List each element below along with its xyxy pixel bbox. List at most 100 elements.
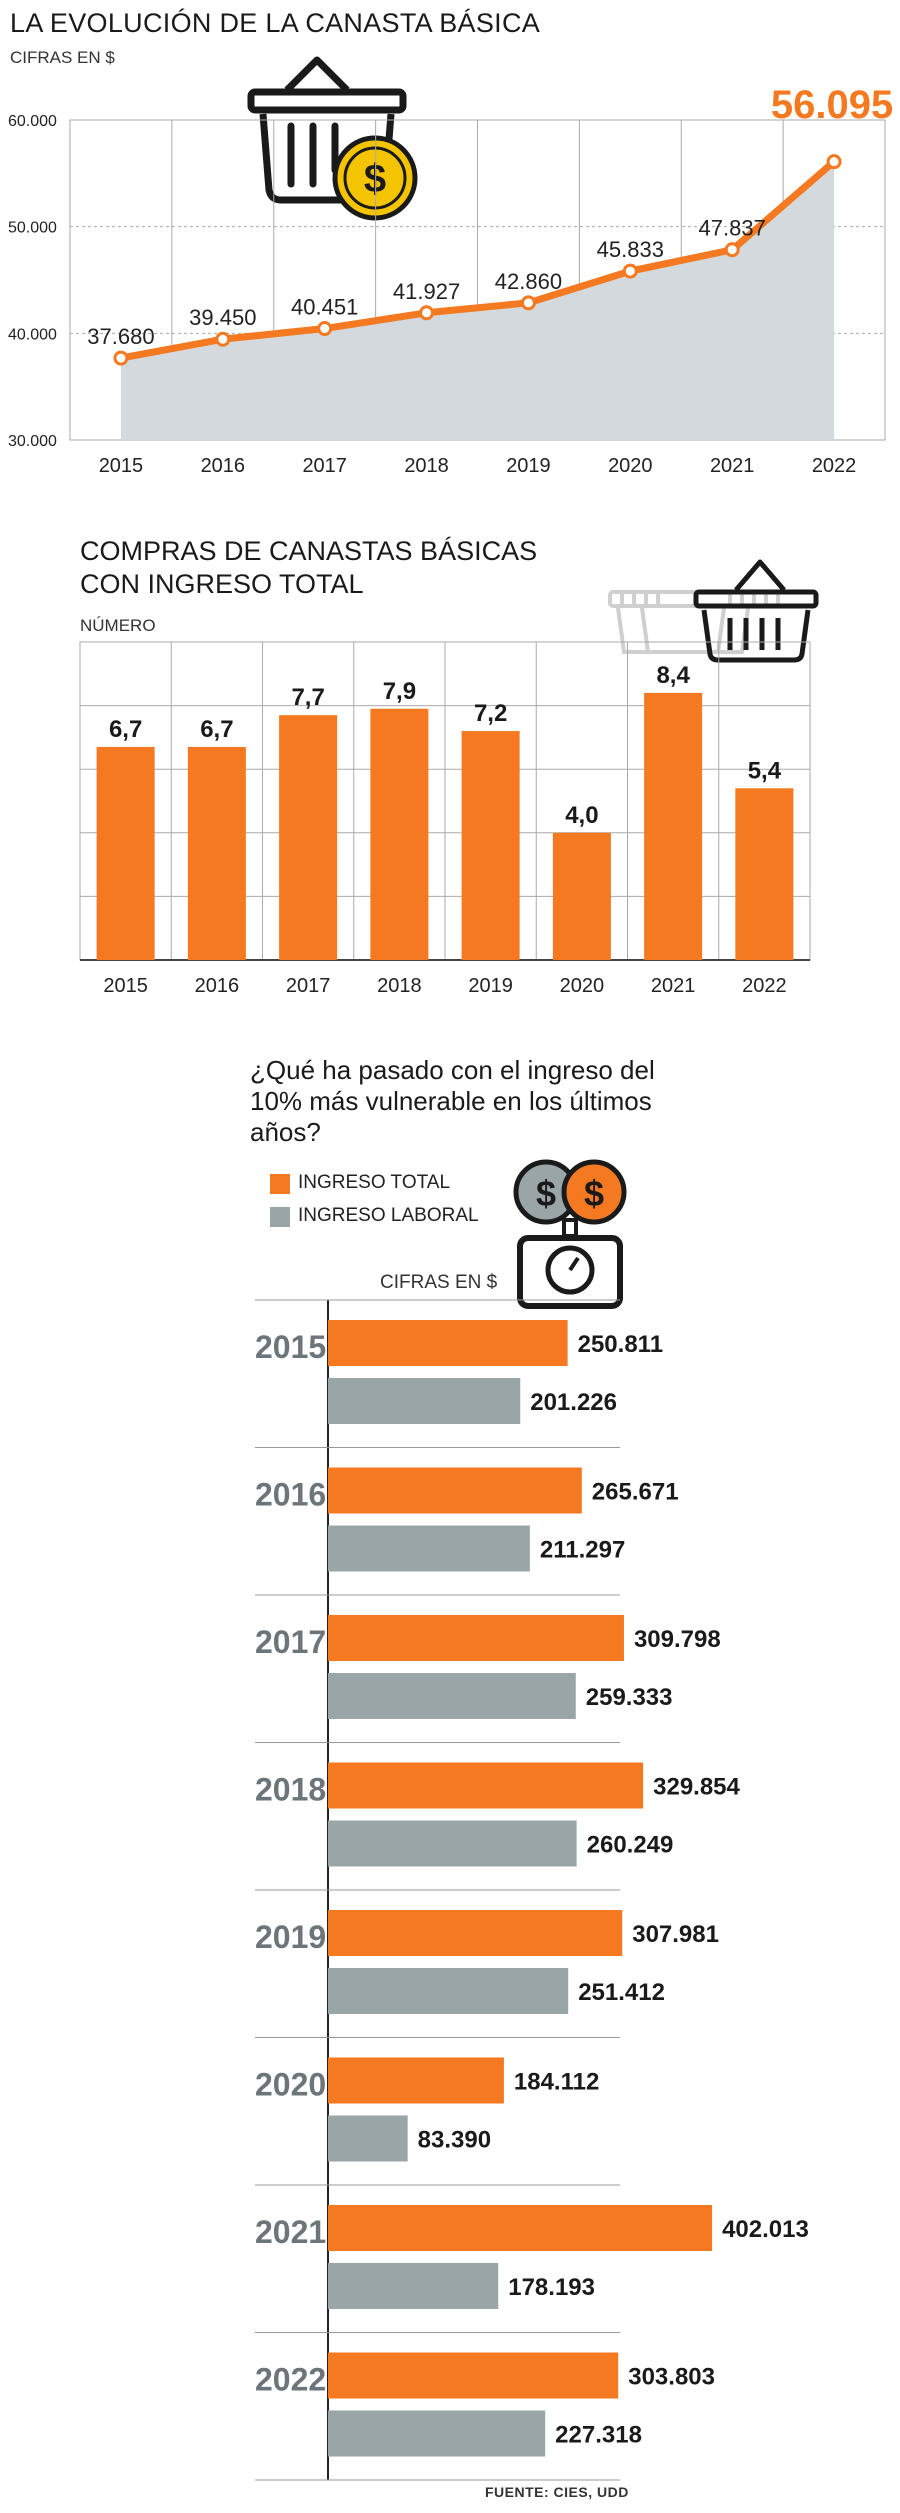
legend-item-ingreso-total: INGRESO TOTAL <box>270 1172 530 1198</box>
legend-label: INGRESO LABORAL <box>298 1205 479 1226</box>
svg-text:$: $ <box>536 1173 556 1214</box>
bar-ingreso-total <box>328 1320 568 1366</box>
bar-ingreso-total <box>328 2057 504 2104</box>
bar <box>552 832 611 960</box>
year-label: 2020 <box>255 2067 326 2103</box>
bar-value-label: 211.297 <box>540 1537 625 1564</box>
bar <box>735 788 794 960</box>
chart2-title: COMPRAS DE CANASTAS BÁSICAS CON INGRESO … <box>80 536 538 599</box>
source-note: FUENTE: CIES, UDD <box>485 2484 629 2500</box>
bar-ingreso-total <box>328 2205 713 2251</box>
bar-ingreso-total <box>328 1467 582 1514</box>
bar-value-label: 7,7 <box>291 684 324 711</box>
data-point <box>826 154 842 170</box>
bar-ingreso-laboral <box>328 2410 546 2457</box>
bar-value-label: 259.333 <box>586 1684 673 1711</box>
bar-value-label: 201.226 <box>530 1389 617 1416</box>
data-point <box>215 331 231 347</box>
year-label: 2019 <box>255 1919 326 1955</box>
bar-value-label: 6,7 <box>200 716 233 743</box>
bar-value-label: 307.981 <box>632 1921 719 1948</box>
shopping-basket-coin-icon: $ <box>247 56 418 221</box>
bar-ingreso-laboral <box>328 2115 408 2162</box>
bar-value-label: 303.803 <box>628 2364 715 2391</box>
data-label: 45.833 <box>597 237 664 262</box>
bar-ingreso-total <box>328 1910 623 1956</box>
series-line <box>120 159 837 362</box>
bar <box>279 715 338 960</box>
x-tick-label: 2022 <box>812 455 857 477</box>
chart3-title: ¿Qué ha pasado con el ingreso del 10% má… <box>250 1055 655 1147</box>
data-label: 41.927 <box>393 279 460 304</box>
bar-ingreso-laboral <box>328 1820 577 1867</box>
data-point <box>317 321 333 337</box>
bar <box>96 746 155 960</box>
money-scale-icon: $ $ <box>513 1159 627 1309</box>
bar-ingreso-laboral <box>328 1673 576 1719</box>
x-tick-label: 2019 <box>468 975 513 997</box>
svg-text:$: $ <box>584 1173 604 1214</box>
data-label: 37.680 <box>87 324 154 349</box>
bar-ingreso-laboral <box>328 1525 530 1572</box>
year-label: 2018 <box>255 1772 326 1808</box>
x-tick-label: 2020 <box>608 455 653 477</box>
y-tick-label: 60.000 <box>8 113 57 130</box>
year-label: 2021 <box>255 2214 326 2250</box>
legend-label: INGRESO TOTAL <box>298 1172 451 1193</box>
year-label: 2022 <box>255 2362 326 2398</box>
year-label: 2016 <box>255 1477 326 1513</box>
horizontal-bar-chart: $ $ 250.811 201.226 265.671 211.297 309.798 2… <box>255 1159 809 2481</box>
bar-value-label: 4,0 <box>565 802 598 829</box>
x-tick-label: 2017 <box>286 975 331 997</box>
bar-ingreso-total <box>328 1615 624 1661</box>
bar-ingreso-total <box>328 2352 619 2399</box>
bar-value-label: 250.811 <box>578 1331 663 1358</box>
chart1-title: LA EVOLUCIÓN DE LA CANASTA BÁSICA <box>10 8 541 38</box>
bar-value-label: 251.412 <box>578 1979 665 2006</box>
legend-swatch-orange <box>270 1174 290 1194</box>
x-tick-label: 2021 <box>651 975 696 997</box>
bar-value-label: 227.318 <box>555 2422 642 2449</box>
bar-value-label: 184.112 <box>514 2069 599 2096</box>
data-label: 42.860 <box>495 269 562 294</box>
data-label: 47.837 <box>699 216 766 241</box>
bar-value-label: 178.193 <box>508 2274 595 2301</box>
bar-value-label: 265.671 <box>592 1479 679 1506</box>
bar-value-label: 83.390 <box>418 2127 491 2154</box>
bar-value-label: 8,4 <box>656 662 690 689</box>
x-tick-label: 2018 <box>377 975 422 997</box>
bar-ingreso-laboral <box>328 1378 521 1424</box>
bar-value-label: 7,9 <box>383 678 416 705</box>
svg-text:$: $ <box>364 157 386 201</box>
x-tick-label: 2018 <box>404 455 449 477</box>
data-point <box>520 295 536 311</box>
bar-chart: 6,7 6,7 7,7 7,9 7,2 4,0 8,4 5,4 2015 2016 2017 201… <box>79 559 819 997</box>
bar-ingreso-laboral <box>328 1968 569 2014</box>
bar <box>644 692 703 960</box>
bar-ingreso-laboral <box>328 2263 499 2309</box>
y-tick-label: 40.000 <box>8 326 57 343</box>
bar-ingreso-total <box>328 1762 644 1809</box>
data-point <box>724 242 740 258</box>
x-tick-label: 2015 <box>103 975 148 997</box>
bar-value-label: 6,7 <box>109 716 142 743</box>
chart1-subtitle: CIFRAS EN $ <box>10 48 115 67</box>
bar <box>187 746 246 960</box>
bar-value-label: 329.854 <box>653 1774 740 1801</box>
bar <box>461 731 520 960</box>
stacked-baskets-icon <box>608 559 819 663</box>
x-tick-label: 2015 <box>99 455 144 477</box>
data-point <box>113 350 129 366</box>
x-tick-label: 2017 <box>302 455 347 477</box>
data-point <box>419 305 435 321</box>
year-label: 2015 <box>255 1329 326 1365</box>
bar <box>370 708 429 960</box>
data-label: 39.450 <box>189 305 256 330</box>
bar-value-label: 260.249 <box>587 1832 674 1859</box>
x-tick-label: 2020 <box>560 975 605 997</box>
x-tick-label: 2016 <box>201 455 246 477</box>
bar-value-label: 7,2 <box>474 700 507 727</box>
line-area-chart: $ 37.680 39.450 40.451 41.927 42.860 45.833 47… <box>8 56 893 477</box>
data-label: 40.451 <box>291 295 358 320</box>
bar-value-label: 309.798 <box>634 1626 721 1653</box>
